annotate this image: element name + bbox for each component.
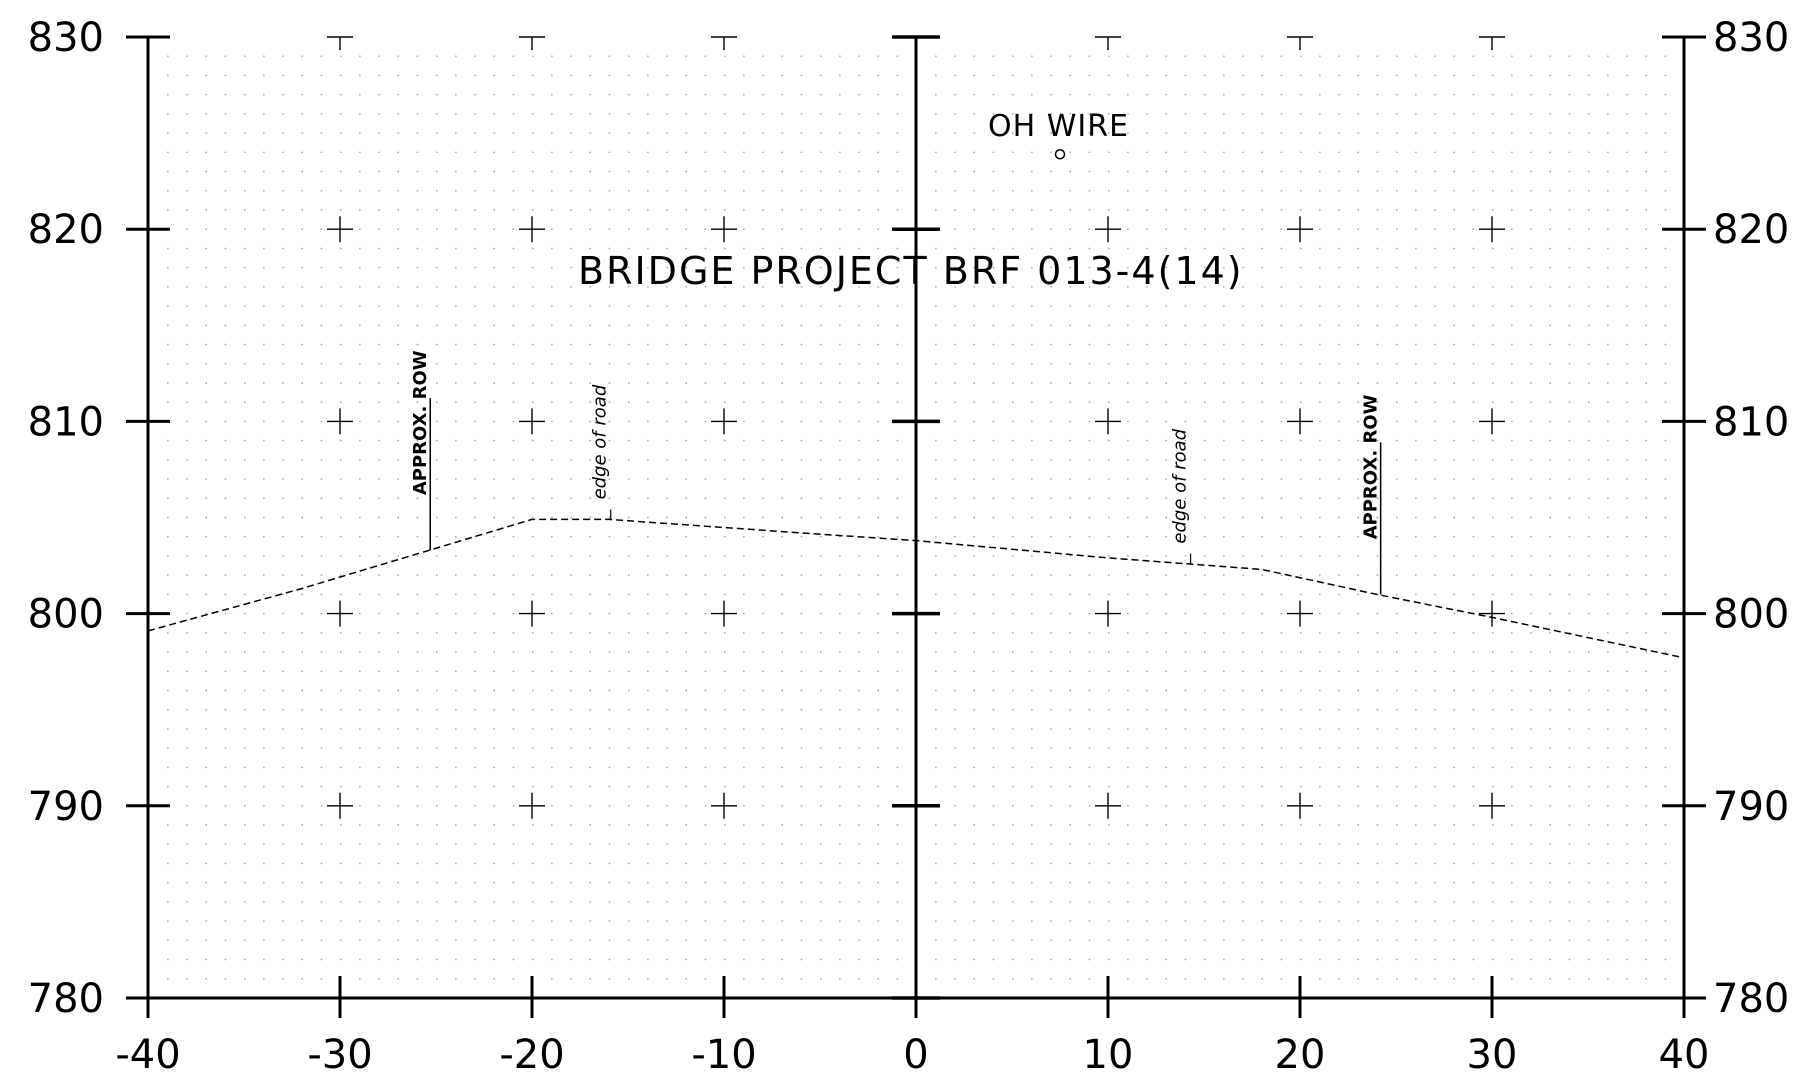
x-tick-label: -10 (691, 1032, 756, 1078)
tick-marks (126, 35, 1706, 1018)
edge-right-label: edge of road (1170, 428, 1191, 543)
y-tick-label-right: 790 (1713, 784, 1789, 830)
y-tick-label-left: 830 (28, 15, 104, 61)
x-tick-label: -40 (115, 1032, 180, 1078)
grid-plus-mark (1095, 216, 1121, 243)
grid-plus-mark (519, 600, 545, 627)
y-tick-label-right: 820 (1713, 207, 1789, 253)
grid-plus-mark (1479, 36, 1505, 50)
grid-plus-mark (1479, 216, 1505, 243)
grid-plus-mark (327, 600, 353, 627)
grid-plus-mark (1287, 792, 1313, 819)
grid-plus-mark (327, 792, 353, 819)
grid-plus-mark (519, 216, 545, 243)
grid-plus-mark (1479, 792, 1505, 819)
x-tick-label: -20 (499, 1032, 564, 1078)
grid-plus-mark (327, 36, 353, 50)
grid-plus-mark (711, 216, 737, 243)
drawing-title: BRIDGE PROJECT BRF 013-4(14) (578, 249, 1244, 293)
y-tick-label-left: 790 (28, 784, 104, 830)
grid-plus-mark (1287, 36, 1313, 50)
y-tick-label-right: 830 (1713, 15, 1789, 61)
grid-dot-pattern (167, 55, 1667, 980)
y-tick-label-left: 800 (28, 592, 104, 638)
x-tick-label: 10 (1083, 1032, 1134, 1078)
grid-plus-marks (327, 36, 1505, 819)
y-tick-label-left: 820 (28, 207, 104, 253)
x-tick-label: -30 (307, 1032, 372, 1078)
grid-plus-mark (711, 36, 737, 50)
grid-plus-mark (519, 408, 545, 435)
dot-grid (167, 55, 1667, 980)
ground-profile (147, 518, 1685, 659)
x-tick-label: 20 (1275, 1032, 1326, 1078)
grid-plus-mark (711, 792, 737, 819)
y-tick-label-left: 780 (28, 976, 104, 1022)
grid-plus-mark (327, 216, 353, 243)
y-tick-label-right: 780 (1713, 976, 1789, 1022)
row-left-label: APPROX. ROW (410, 350, 431, 495)
x-tick-label: 0 (903, 1032, 928, 1078)
ground-profile-line (147, 518, 1685, 659)
tick-labels: 780 780 790 790 800 800 810 810 820 820 830 830 -40 -… (28, 15, 1790, 1078)
grid-plus-mark (1095, 408, 1121, 435)
grid-plus-mark (519, 36, 545, 50)
grid-plus-mark (1287, 408, 1313, 435)
y-tick-label-right: 800 (1713, 592, 1789, 638)
y-tick-label-left: 810 (28, 399, 104, 445)
grid-plus-mark (711, 600, 737, 627)
grid-plus-mark (711, 408, 737, 435)
grid-plus-mark (1287, 216, 1313, 243)
oh-wire-marker (1054, 148, 1066, 160)
edge-left-label: edge of road (590, 384, 611, 499)
grid-plus-mark (1095, 600, 1121, 627)
row-right-label: APPROX. ROW (1361, 394, 1382, 539)
grid-plus-mark (1287, 600, 1313, 627)
grid-plus-mark (1479, 408, 1505, 435)
grid-plus-mark (1095, 792, 1121, 819)
x-tick-label: 40 (1659, 1032, 1710, 1078)
grid-plus-mark (1095, 36, 1121, 50)
annotations: BRIDGE PROJECT BRF 013-4(14) OH WIRE APP… (410, 109, 1382, 595)
y-tick-label-right: 810 (1713, 399, 1789, 445)
grid-plus-mark (1479, 600, 1505, 627)
grid-plus-mark (327, 408, 353, 435)
grid-plus-mark (519, 792, 545, 819)
oh-wire-label: OH WIRE (988, 109, 1129, 144)
x-tick-label: 30 (1467, 1032, 1518, 1078)
